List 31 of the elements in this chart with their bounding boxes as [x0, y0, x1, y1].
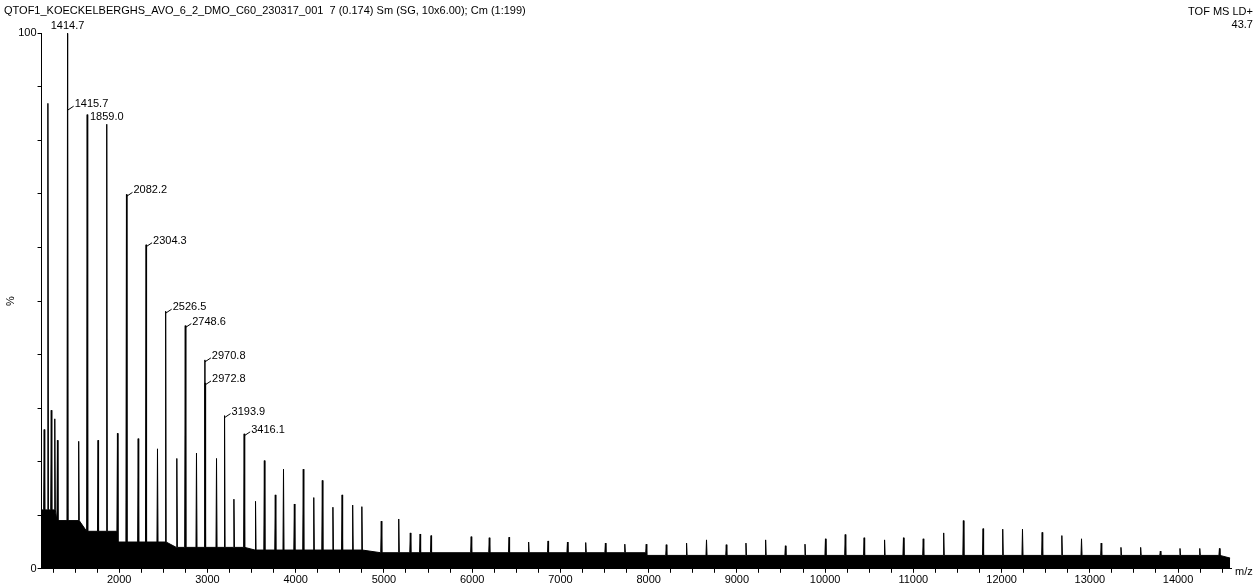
x-tick-label: 10000: [809, 573, 841, 586]
y-tick-label: 0: [30, 561, 37, 574]
annotation: 2748.6: [192, 314, 226, 327]
x-tick-label: 7000: [548, 573, 573, 586]
chart-title: QTOF1_KOECKELBERGHS_AVO_6_2_DMO_C60_230317_001 7 (0.174) Sm (SG, 10x6.00); Cm (1:199): [4, 3, 526, 16]
y-axis-title: %: [3, 295, 16, 306]
x-tick-label: 8000: [636, 573, 661, 586]
x-tick-label: 11000: [898, 573, 929, 586]
x-tick-label: 2000: [106, 573, 132, 586]
annotation: 3193.9: [231, 404, 266, 417]
annotation: 1415.7: [74, 97, 109, 110]
annotation: 2082.2: [133, 183, 168, 196]
annotation: 2970.8: [211, 348, 246, 361]
x-tick-label: 4000: [283, 573, 308, 586]
annotation: 2304.3: [153, 233, 187, 246]
annotation: 2972.8: [212, 371, 246, 384]
x-tick-label: 3000: [195, 573, 220, 586]
text: 43.7: [1231, 17, 1253, 30]
x-tick-label: 13000: [1074, 573, 1106, 586]
x-tick-label: 5000: [371, 573, 397, 586]
x-tick-label: 14000: [1162, 573, 1194, 586]
annotation: 1414.7: [50, 18, 85, 31]
x-tick-label: 6000: [459, 573, 485, 586]
annotation: 3416.1: [251, 422, 285, 435]
text: TOF MS LD+: [1188, 4, 1253, 17]
x-tick-label: 12000: [986, 573, 1017, 586]
y-tick-label: 100: [18, 26, 37, 39]
annotation: 2526.5: [172, 300, 207, 313]
x-tick-label: 9000: [724, 573, 750, 586]
annotation: 1859.0: [89, 109, 124, 122]
x-axis-title: m/z: [1235, 564, 1253, 577]
